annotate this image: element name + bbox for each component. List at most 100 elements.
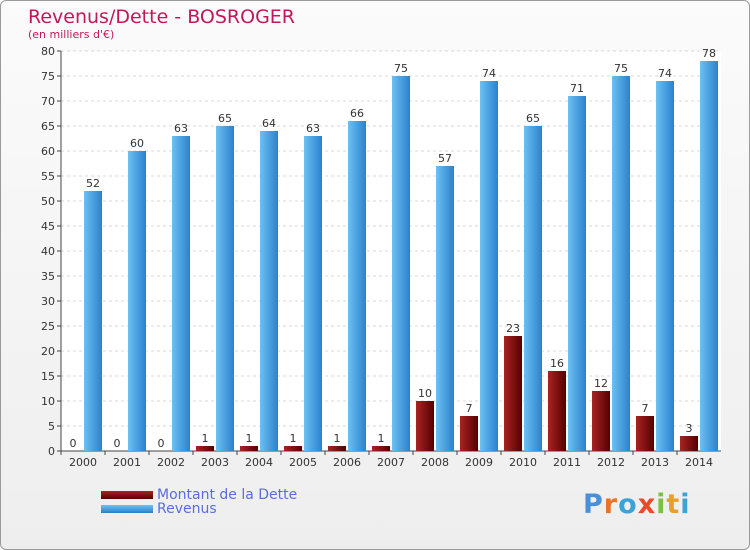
y-tick-label: 55 bbox=[41, 170, 55, 183]
x-tick-label: 2006 bbox=[333, 456, 361, 469]
y-tick-label: 5 bbox=[48, 420, 55, 433]
x-tick-label: 2009 bbox=[465, 456, 493, 469]
y-tick-label: 60 bbox=[41, 145, 55, 158]
y-tick-label: 35 bbox=[41, 270, 55, 283]
bar-revenus bbox=[304, 136, 322, 451]
bar-revenus bbox=[612, 76, 630, 451]
legend-label-dette: Montant de la Dette bbox=[157, 487, 298, 503]
bar-revenus bbox=[84, 191, 102, 451]
bar-dette bbox=[328, 446, 346, 451]
x-tick-label: 2000 bbox=[69, 456, 97, 469]
bar-revenus bbox=[392, 76, 410, 451]
bar-dette bbox=[196, 446, 214, 451]
logo-letter: x bbox=[637, 489, 657, 520]
bar-dette bbox=[504, 336, 522, 451]
bar-revenus bbox=[172, 136, 190, 451]
data-label-revenus: 65 bbox=[526, 112, 540, 125]
y-tick-label: 65 bbox=[41, 120, 55, 133]
x-tick-label: 2003 bbox=[201, 456, 229, 469]
chart-subtitle: (en milliers d'€) bbox=[28, 28, 115, 41]
x-tick-label: 2010 bbox=[509, 456, 537, 469]
logo-letter: t bbox=[666, 489, 681, 520]
data-label-dette: 1 bbox=[246, 432, 253, 445]
x-tick-label: 2012 bbox=[597, 456, 625, 469]
y-tick-label: 40 bbox=[41, 245, 55, 258]
data-label-revenus: 60 bbox=[130, 137, 144, 150]
data-label-dette: 0 bbox=[70, 437, 77, 450]
data-label-revenus: 74 bbox=[658, 67, 672, 80]
y-tick-label: 75 bbox=[41, 70, 55, 83]
bar-revenus bbox=[480, 81, 498, 451]
data-label-revenus: 63 bbox=[306, 122, 320, 135]
x-tick-label: 2001 bbox=[113, 456, 141, 469]
data-label-dette: 1 bbox=[290, 432, 297, 445]
data-label-dette: 7 bbox=[466, 402, 473, 415]
bar-revenus bbox=[436, 166, 454, 451]
bar-revenus bbox=[216, 126, 234, 451]
data-label-dette: 1 bbox=[334, 432, 341, 445]
bar-revenus bbox=[656, 81, 674, 451]
bar-revenus bbox=[524, 126, 542, 451]
x-tick-label: 2013 bbox=[641, 456, 669, 469]
legend-item-dette: Montant de la Dette bbox=[101, 487, 298, 503]
logo-letter: i bbox=[656, 489, 667, 520]
data-label-revenus: 64 bbox=[262, 117, 276, 130]
y-tick-label: 0 bbox=[48, 445, 55, 458]
legend-swatch-revenus bbox=[101, 505, 153, 513]
data-label-revenus: 52 bbox=[86, 177, 100, 190]
logo-letter: o bbox=[618, 489, 638, 520]
legend-label-revenus: Revenus bbox=[157, 501, 217, 517]
bar-dette bbox=[240, 446, 258, 451]
data-label-revenus: 78 bbox=[702, 47, 716, 60]
data-label-revenus: 71 bbox=[570, 82, 584, 95]
data-label-revenus: 65 bbox=[218, 112, 232, 125]
x-tick-label: 2002 bbox=[157, 456, 185, 469]
data-label-dette: 3 bbox=[686, 422, 693, 435]
data-label-dette: 1 bbox=[202, 432, 209, 445]
data-label-revenus: 75 bbox=[614, 62, 628, 75]
data-label-dette: 7 bbox=[642, 402, 649, 415]
data-label-dette: 0 bbox=[114, 437, 121, 450]
data-label-revenus: 63 bbox=[174, 122, 188, 135]
bar-dette bbox=[372, 446, 390, 451]
y-tick-label: 80 bbox=[41, 45, 55, 58]
legend-swatch-dette bbox=[101, 491, 153, 499]
bar-dette bbox=[284, 446, 302, 451]
x-tick-label: 2008 bbox=[421, 456, 449, 469]
chart-title: Revenus/Dette - BOSROGER bbox=[28, 6, 296, 28]
bar-revenus bbox=[260, 131, 278, 451]
data-label-dette: 12 bbox=[594, 377, 608, 390]
logo-letter: P bbox=[583, 489, 604, 520]
x-tick-label: 2005 bbox=[289, 456, 317, 469]
y-tick-label: 15 bbox=[41, 370, 55, 383]
bar-dette bbox=[680, 436, 698, 451]
x-tick-label: 2007 bbox=[377, 456, 405, 469]
bar-revenus bbox=[348, 121, 366, 451]
bar-revenus bbox=[568, 96, 586, 451]
data-label-dette: 1 bbox=[378, 432, 385, 445]
data-label-dette: 16 bbox=[550, 357, 564, 370]
y-tick-label: 10 bbox=[41, 395, 55, 408]
y-tick-label: 25 bbox=[41, 320, 55, 333]
data-label-revenus: 74 bbox=[482, 67, 496, 80]
data-label-revenus: 57 bbox=[438, 152, 452, 165]
proxiti-logo: Proxiti bbox=[583, 489, 691, 520]
y-tick-label: 45 bbox=[41, 220, 55, 233]
logo-letter: r bbox=[603, 489, 619, 520]
bar-dette bbox=[460, 416, 478, 451]
x-tick-label: 2014 bbox=[685, 456, 713, 469]
bar-dette bbox=[636, 416, 654, 451]
x-tick-label: 2011 bbox=[553, 456, 581, 469]
bar-dette bbox=[592, 391, 610, 451]
legend-item-revenus: Revenus bbox=[101, 501, 217, 517]
bar-revenus bbox=[700, 61, 718, 451]
y-tick-label: 50 bbox=[41, 195, 55, 208]
x-tick-label: 2004 bbox=[245, 456, 273, 469]
y-tick-label: 20 bbox=[41, 345, 55, 358]
data-label-dette: 0 bbox=[158, 437, 165, 450]
logo-letter: i bbox=[680, 489, 691, 520]
data-label-revenus: 66 bbox=[350, 107, 364, 120]
y-tick-label: 70 bbox=[41, 95, 55, 108]
